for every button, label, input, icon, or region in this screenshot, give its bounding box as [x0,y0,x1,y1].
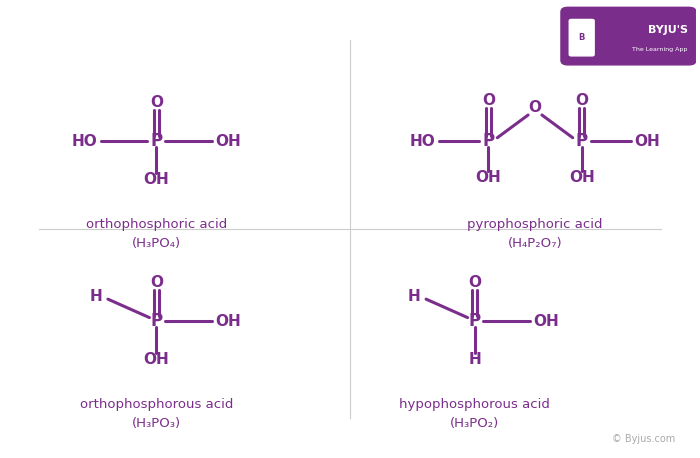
Text: (H₃PO₂): (H₃PO₂) [450,417,499,430]
Text: OH: OH [475,170,501,185]
FancyBboxPatch shape [561,7,696,65]
Text: O: O [468,275,481,290]
Text: O: O [150,275,163,290]
Text: hypophosphorous acid: hypophosphorous acid [399,398,550,411]
Text: (H₃PO₃): (H₃PO₃) [132,417,181,430]
Text: P: P [150,312,162,330]
Text: O: O [482,93,495,109]
Text: OH: OH [144,352,169,367]
Text: H: H [468,352,481,367]
Text: OH: OH [533,314,559,329]
Text: HO: HO [71,134,97,149]
Text: O: O [150,95,163,110]
Text: orthophosphorous acid: orthophosphorous acid [80,398,233,411]
Text: orthophosphoric acid: orthophosphoric acid [85,218,227,231]
Text: pyrophosphoric acid: pyrophosphoric acid [468,218,603,231]
Text: P: P [575,132,588,150]
Text: H: H [408,289,421,305]
Text: OH: OH [635,134,660,149]
Text: © Byjus.com: © Byjus.com [612,434,675,444]
Text: O: O [575,93,588,109]
Text: P: P [482,132,494,150]
Text: OH: OH [216,134,241,149]
Text: The Learning App: The Learning App [632,47,687,52]
Text: OH: OH [144,173,169,187]
Text: P: P [468,312,481,330]
Text: P: P [150,132,162,150]
Text: (H₄P₂O₇): (H₄P₂O₇) [508,237,562,251]
Text: O: O [528,100,542,115]
Text: OH: OH [216,314,241,329]
FancyBboxPatch shape [569,19,594,56]
Text: H: H [90,289,102,305]
Text: OH: OH [569,170,594,185]
Text: (H₃PO₄): (H₃PO₄) [132,237,181,251]
Text: BYJU'S: BYJU'S [648,25,687,35]
Text: HO: HO [410,134,435,149]
Text: B: B [578,33,585,42]
